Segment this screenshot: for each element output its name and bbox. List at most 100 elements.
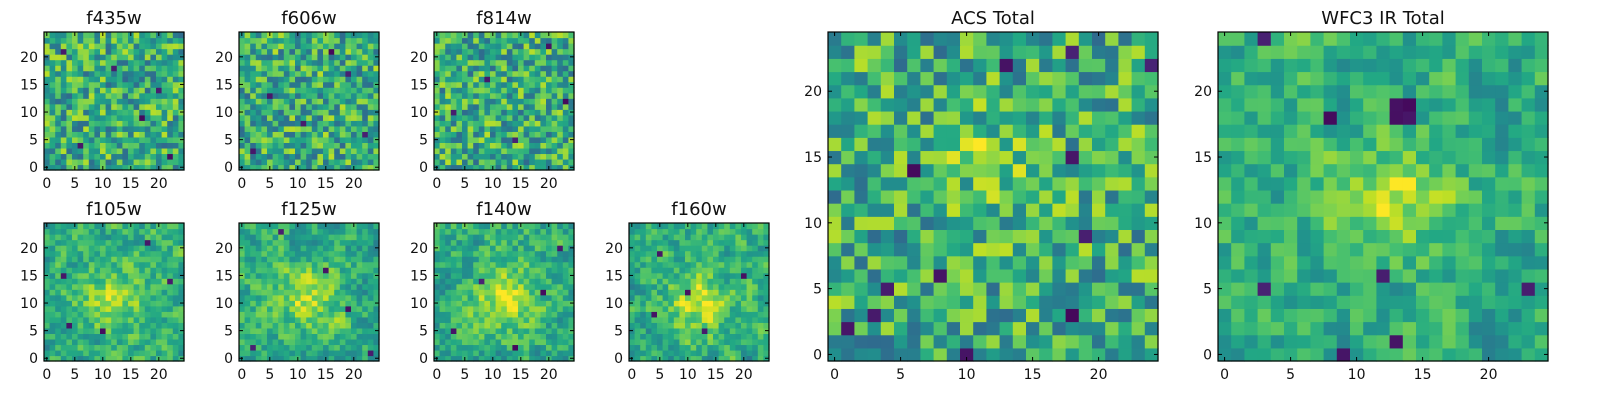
heatmap-cell: [1118, 321, 1133, 336]
heatmap-cell: [66, 272, 73, 279]
heatmap-cell: [651, 355, 658, 362]
heatmap-cell: [746, 228, 753, 235]
heatmap-cell: [707, 338, 714, 346]
heatmap-cell: [645, 355, 652, 362]
heatmap-cell: [707, 272, 714, 279]
heatmap-cell: [907, 282, 921, 296]
heatmap-cell: [501, 316, 508, 323]
heatmap-cell: [668, 228, 675, 235]
x-tick-label: 15: [122, 176, 140, 192]
heatmap-cell: [128, 300, 135, 307]
heatmap-cell: [445, 142, 452, 149]
heatmap-cell: [167, 109, 174, 116]
heatmap-cell: [178, 48, 185, 55]
heatmap-cell: [44, 294, 51, 301]
heatmap-cell: [94, 164, 101, 171]
heatmap-cell: [128, 48, 135, 55]
heatmap-cell: [116, 333, 123, 340]
heatmap-cell: [295, 278, 302, 285]
heatmap-cell: [467, 322, 474, 329]
heatmap-cell: [295, 289, 302, 296]
heatmap-cell: [267, 311, 274, 318]
heatmap-cell: [512, 349, 519, 357]
heatmap-cell: [518, 81, 525, 88]
heatmap-cell: [261, 158, 268, 166]
heatmap-cell: [512, 48, 519, 55]
heatmap-cell: [746, 261, 753, 268]
heatmap-cell: [167, 59, 174, 66]
heatmap-cell: [484, 65, 491, 72]
heatmap-cell: [445, 43, 452, 50]
heatmap-cell: [295, 65, 302, 72]
heatmap-cell: [1026, 255, 1040, 270]
heatmap-cell: [462, 278, 469, 285]
heatmap-cell: [244, 32, 251, 39]
heatmap-cell: [640, 333, 647, 340]
heatmap-cell: [172, 283, 179, 290]
heatmap-cell: [339, 239, 346, 246]
heatmap-cell: [462, 153, 469, 160]
heatmap-cell: [339, 142, 346, 149]
heatmap-cell: [757, 250, 764, 257]
heatmap-cell: [278, 316, 285, 323]
heatmap-cell: [88, 278, 95, 285]
heatmap-cell: [49, 250, 56, 257]
heatmap-cell: [334, 65, 341, 72]
heatmap-cell: [1105, 176, 1119, 191]
heatmap-cell: [133, 327, 140, 334]
heatmap-cell: [752, 239, 759, 246]
heatmap-cell: [495, 43, 502, 50]
heatmap-cell: [501, 234, 508, 241]
heatmap-cell: [55, 344, 62, 351]
heatmap-cell: [255, 120, 262, 127]
heatmap-cell: [122, 305, 129, 312]
heatmap-cell: [986, 176, 1001, 191]
heatmap-cell: [523, 250, 530, 257]
heatmap-cell: [518, 158, 525, 166]
heatmap-cell: [150, 283, 157, 290]
heatmap-cell: [518, 228, 525, 235]
heatmap-cell: [562, 87, 569, 94]
heatmap-cell: [512, 300, 519, 307]
heatmap-cell: [450, 125, 457, 132]
heatmap-cell: [685, 267, 692, 274]
heatmap-cell: [255, 131, 262, 138]
heatmap-cell: [250, 76, 257, 83]
heatmap-cell: [283, 355, 290, 362]
heatmap-cell: [439, 267, 446, 274]
heatmap-cell: [72, 103, 79, 110]
heatmap-cell: [55, 267, 62, 274]
heatmap-cell: [267, 142, 274, 149]
heatmap-cell: [128, 261, 135, 268]
heatmap-cell: [724, 223, 731, 230]
heatmap-cell: [718, 261, 725, 268]
heatmap-cell: [267, 344, 274, 351]
heatmap-cell: [55, 349, 62, 357]
heatmap-cell: [261, 228, 268, 235]
heatmap-cell: [523, 228, 530, 235]
heatmap-cell: [178, 239, 185, 246]
heatmap-cell: [495, 267, 502, 274]
heatmap-cell: [434, 103, 441, 110]
heatmap-cell: [261, 103, 268, 110]
heatmap-cell: [334, 261, 341, 268]
heatmap-cell: [88, 65, 95, 72]
heatmap-cell: [854, 308, 869, 323]
heatmap-cell: [562, 256, 569, 263]
heatmap-cell: [534, 267, 541, 274]
heatmap-cell: [434, 98, 441, 105]
heatmap-cell: [501, 65, 508, 72]
heatmap-cell: [546, 153, 553, 160]
heatmap-cell: [746, 267, 753, 274]
heatmap-cell: [100, 327, 107, 334]
heatmap-cell: [462, 338, 469, 346]
heatmap-cell: [657, 333, 664, 340]
heatmap-cell: [94, 158, 101, 166]
heatmap-cell: [60, 103, 67, 110]
heatmap-cell: [66, 131, 73, 138]
heatmap-cell: [529, 234, 536, 241]
heatmap-cell: [523, 311, 530, 318]
heatmap-cell: [362, 256, 369, 263]
y-tick-label: 20: [215, 241, 233, 257]
heatmap-cell: [156, 256, 163, 263]
